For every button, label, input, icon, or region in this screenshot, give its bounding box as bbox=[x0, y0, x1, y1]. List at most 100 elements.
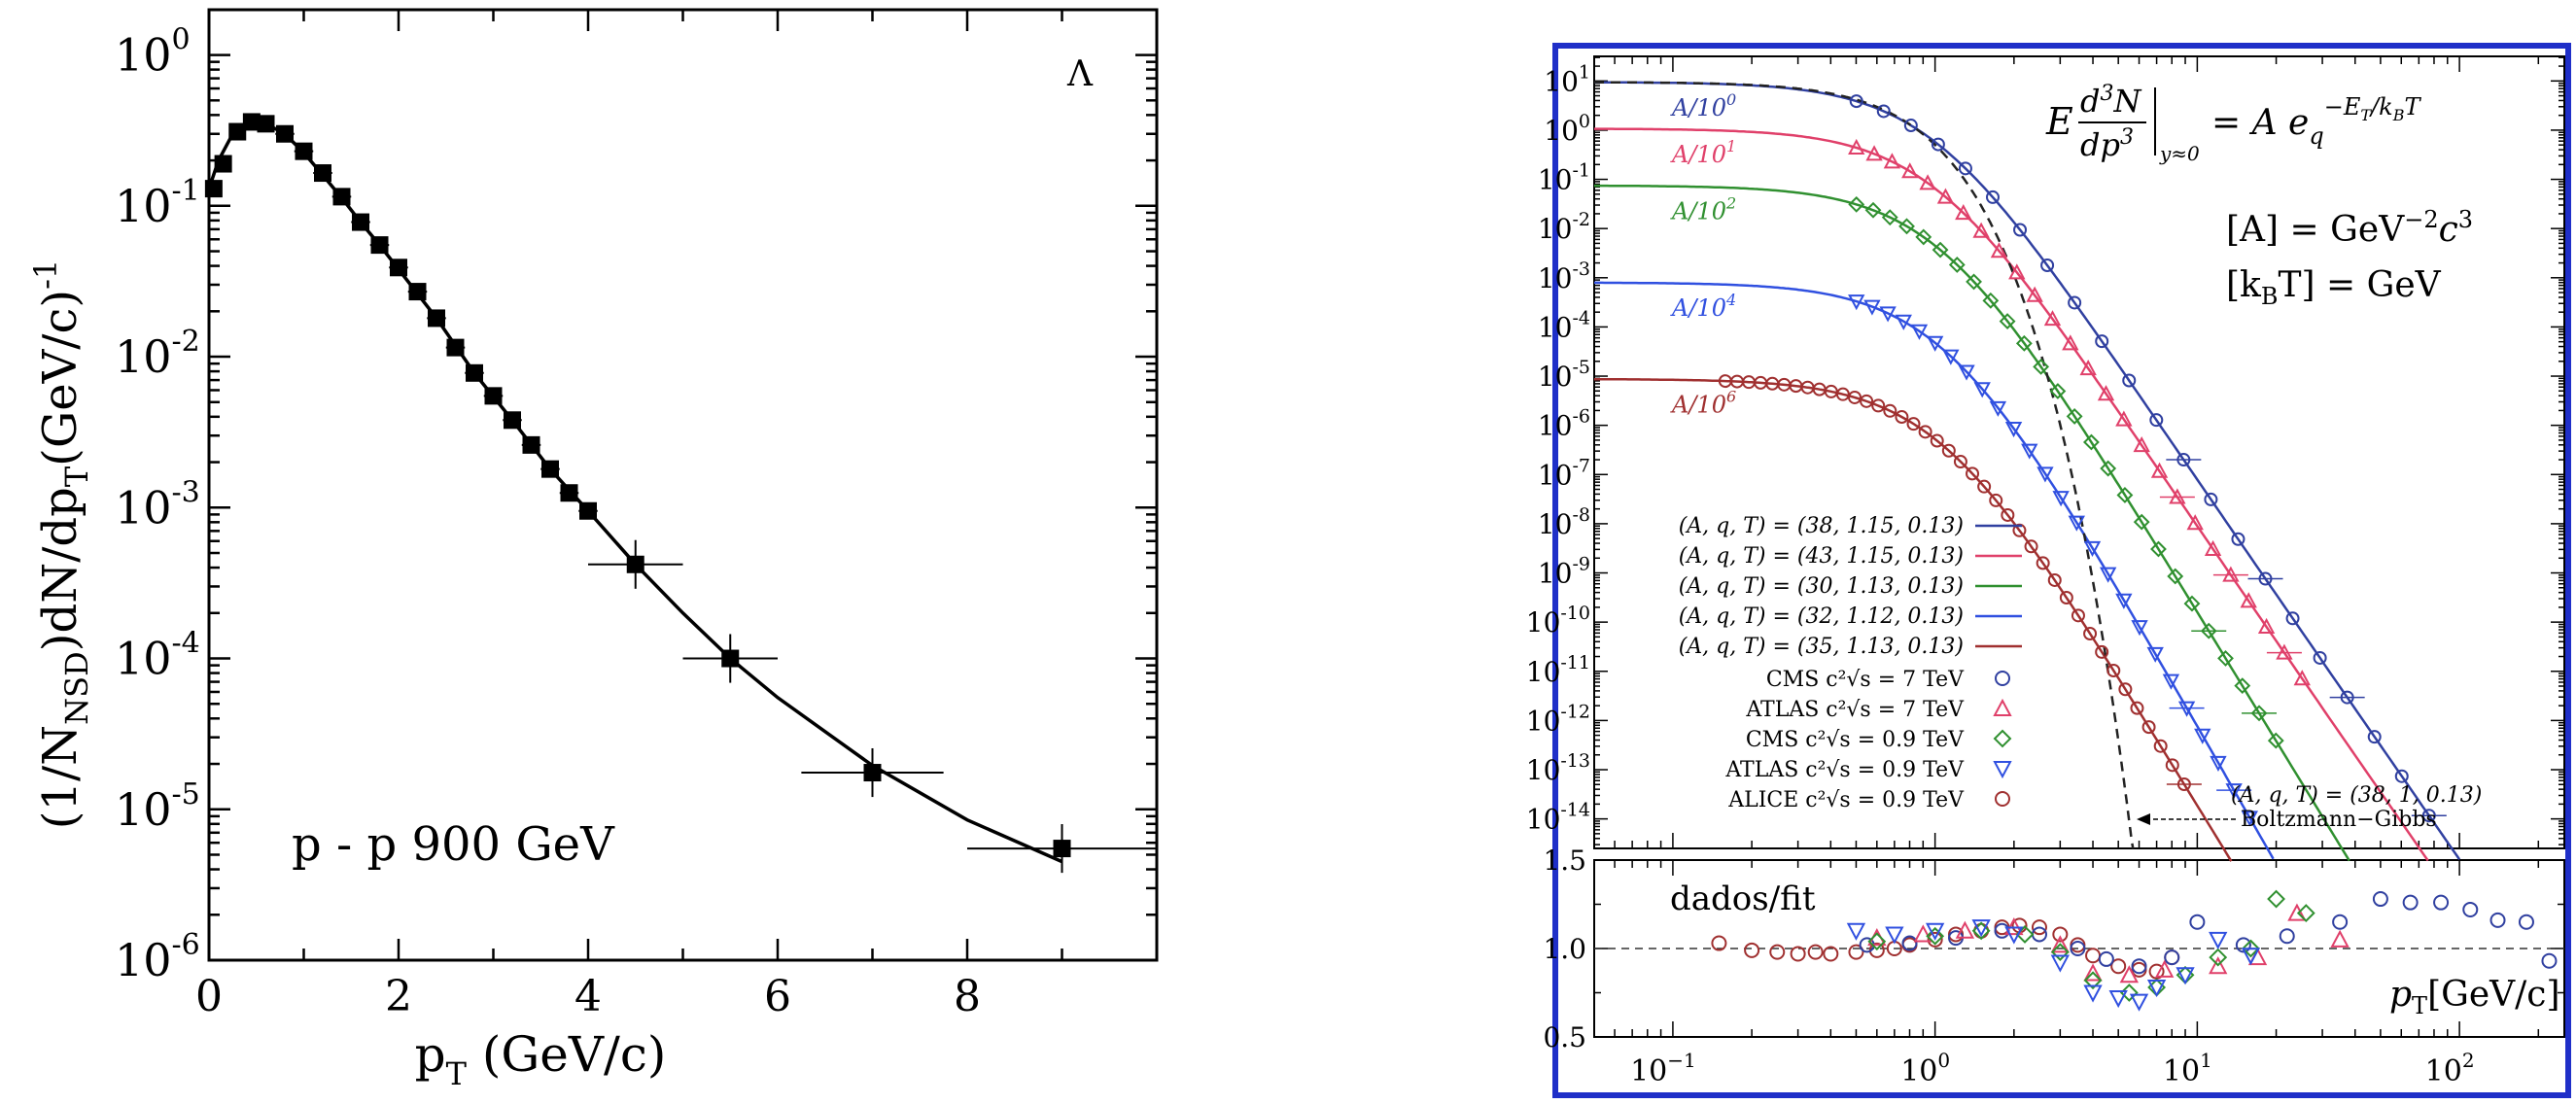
ratio-marker bbox=[2372, 891, 2388, 908]
ratio-marker bbox=[2004, 926, 2024, 945]
ratio-y-tick-label: 1.0 bbox=[1543, 933, 1586, 965]
ratio-xlabel-rest: [GeV/c] bbox=[2427, 975, 2559, 1015]
legend-marker bbox=[1995, 791, 2010, 807]
data-marker bbox=[1848, 294, 1865, 311]
data-marker bbox=[1942, 349, 1960, 365]
ratio-marker bbox=[2267, 889, 2285, 909]
scale-label-base: A/10 bbox=[1670, 197, 1726, 224]
ratio-y-tick-label: 0.5 bbox=[1543, 1021, 1586, 1053]
data-marker bbox=[2015, 334, 2033, 352]
ratio-marker bbox=[2050, 935, 2071, 953]
ratio-marker bbox=[2462, 901, 2479, 917]
data-marker bbox=[1864, 201, 1882, 219]
right-y-tick-label: 10-11 bbox=[1526, 652, 1590, 688]
ratio-marker bbox=[2518, 914, 2534, 930]
ratio-marker bbox=[2402, 894, 2419, 911]
data-marker bbox=[1883, 403, 1897, 418]
data-marker bbox=[2095, 644, 2109, 659]
ratio-marker bbox=[1744, 942, 1760, 958]
tick-base: 10 bbox=[1538, 361, 1573, 393]
legend-fit-label: (A, q, T) = (32, 1.12, 0.13) bbox=[1679, 604, 1964, 629]
left-y-tick-label: 10-1 bbox=[115, 174, 200, 232]
data-marker bbox=[2118, 682, 2133, 697]
fit-curve-series-4 bbox=[1594, 281, 2275, 860]
data-marker bbox=[1931, 137, 1945, 152]
tick-exponent: -10 bbox=[1560, 603, 1590, 624]
tick-exponent: -5 bbox=[172, 777, 200, 811]
left-data-point bbox=[276, 124, 294, 143]
right-y-tick-label: 10-8 bbox=[1538, 504, 1590, 540]
tick-base: 10 bbox=[115, 180, 172, 232]
data-marker bbox=[2097, 385, 2115, 401]
right-y-tick-label: 10-5 bbox=[1538, 357, 1590, 393]
scale-label-series-2: A/101 bbox=[1670, 137, 1736, 168]
tick-exponent: 1 bbox=[1579, 61, 1590, 83]
left-data-point bbox=[370, 236, 389, 255]
scale-label-base: A/10 bbox=[1670, 294, 1726, 322]
left-ylabel-part-2: NSD bbox=[58, 651, 95, 725]
ratio-marker bbox=[1823, 946, 1839, 962]
right-y-tick-label: 10-3 bbox=[1538, 259, 1590, 294]
ratio-marker bbox=[2110, 958, 2127, 975]
data-marker bbox=[2036, 466, 2054, 483]
tick-base: 10 bbox=[1538, 459, 1573, 491]
left-data-point bbox=[1053, 840, 1071, 858]
data-marker bbox=[1958, 364, 1975, 381]
scale-label-series-1: A/100 bbox=[1670, 90, 1736, 121]
ratio-marker bbox=[2155, 959, 2175, 978]
tick-exponent: -9 bbox=[1572, 554, 1590, 575]
data-marker bbox=[1865, 145, 1883, 161]
scale-label-base: A/10 bbox=[1670, 94, 1726, 121]
tick-exponent: -12 bbox=[1560, 701, 1590, 722]
tick-base: 10 bbox=[115, 633, 172, 685]
ratio-xlabel-main: p bbox=[2389, 975, 2412, 1015]
left-x-tick-label: 0 bbox=[195, 972, 223, 1021]
data-marker bbox=[2024, 539, 2038, 554]
tick-base: 10 bbox=[1538, 508, 1573, 540]
ratio-marker bbox=[2031, 919, 2047, 936]
right-y-tick-label: 10-13 bbox=[1526, 750, 1590, 786]
data-marker bbox=[1901, 162, 1919, 179]
tick-base: 10 bbox=[1630, 1054, 1667, 1088]
left-data-point bbox=[560, 484, 578, 502]
ratio-marker bbox=[1901, 935, 1918, 951]
data-marker bbox=[2049, 383, 2067, 399]
ratio-marker bbox=[2083, 963, 2103, 982]
scale-label-exponent: 4 bbox=[1725, 291, 1736, 309]
data-marker bbox=[1989, 400, 2007, 417]
data-marker bbox=[2083, 540, 2102, 557]
ratio-marker bbox=[1971, 921, 1991, 941]
right-x-tick-label: 101 bbox=[2163, 1049, 2212, 1088]
eq-q-sub: q bbox=[2309, 122, 2323, 150]
ratio-marker bbox=[2279, 928, 2295, 945]
tick-base: 10 bbox=[1526, 656, 1561, 688]
right-y-tick-label: 10-7 bbox=[1538, 455, 1590, 491]
left-xlabel-sub: T bbox=[446, 1055, 468, 1092]
legend-marker bbox=[1993, 729, 2012, 748]
left-y-tick-label: 10-5 bbox=[115, 777, 200, 836]
data-marker bbox=[2367, 730, 2382, 744]
data-marker bbox=[2241, 811, 2258, 827]
fit-curve-series-1 bbox=[1594, 81, 2461, 861]
ratio-marker bbox=[2108, 989, 2128, 1009]
data-marker bbox=[2177, 701, 2196, 717]
left-x-tick-labels: 0 2 4 6 8 bbox=[195, 972, 981, 1021]
units-kT-rhs: T] = GeV bbox=[2279, 265, 2442, 305]
data-marker bbox=[1898, 218, 1915, 235]
units-A-lhs: [A] = GeV bbox=[2226, 210, 2405, 250]
data-marker bbox=[1955, 204, 1972, 221]
tick-exponent: 2 bbox=[2462, 1049, 2475, 1072]
data-marker bbox=[2141, 720, 2156, 735]
data-marker bbox=[1948, 257, 1966, 273]
legend-fit-label: (A, q, T) = (30, 1.13, 0.13) bbox=[1679, 574, 1964, 599]
tick-exponent: -1 bbox=[172, 174, 200, 208]
ratio-marker bbox=[2176, 967, 2195, 985]
data-marker bbox=[2194, 728, 2211, 744]
tick-base: 10 bbox=[115, 934, 172, 986]
data-marker bbox=[2059, 590, 2073, 604]
legend-data-label: ATLAS c²√s = 0.9 TeV bbox=[1724, 758, 1965, 782]
tick-base: 10 bbox=[2163, 1054, 2200, 1088]
left-data-point bbox=[408, 283, 427, 301]
ratio-marker bbox=[2129, 993, 2149, 1012]
